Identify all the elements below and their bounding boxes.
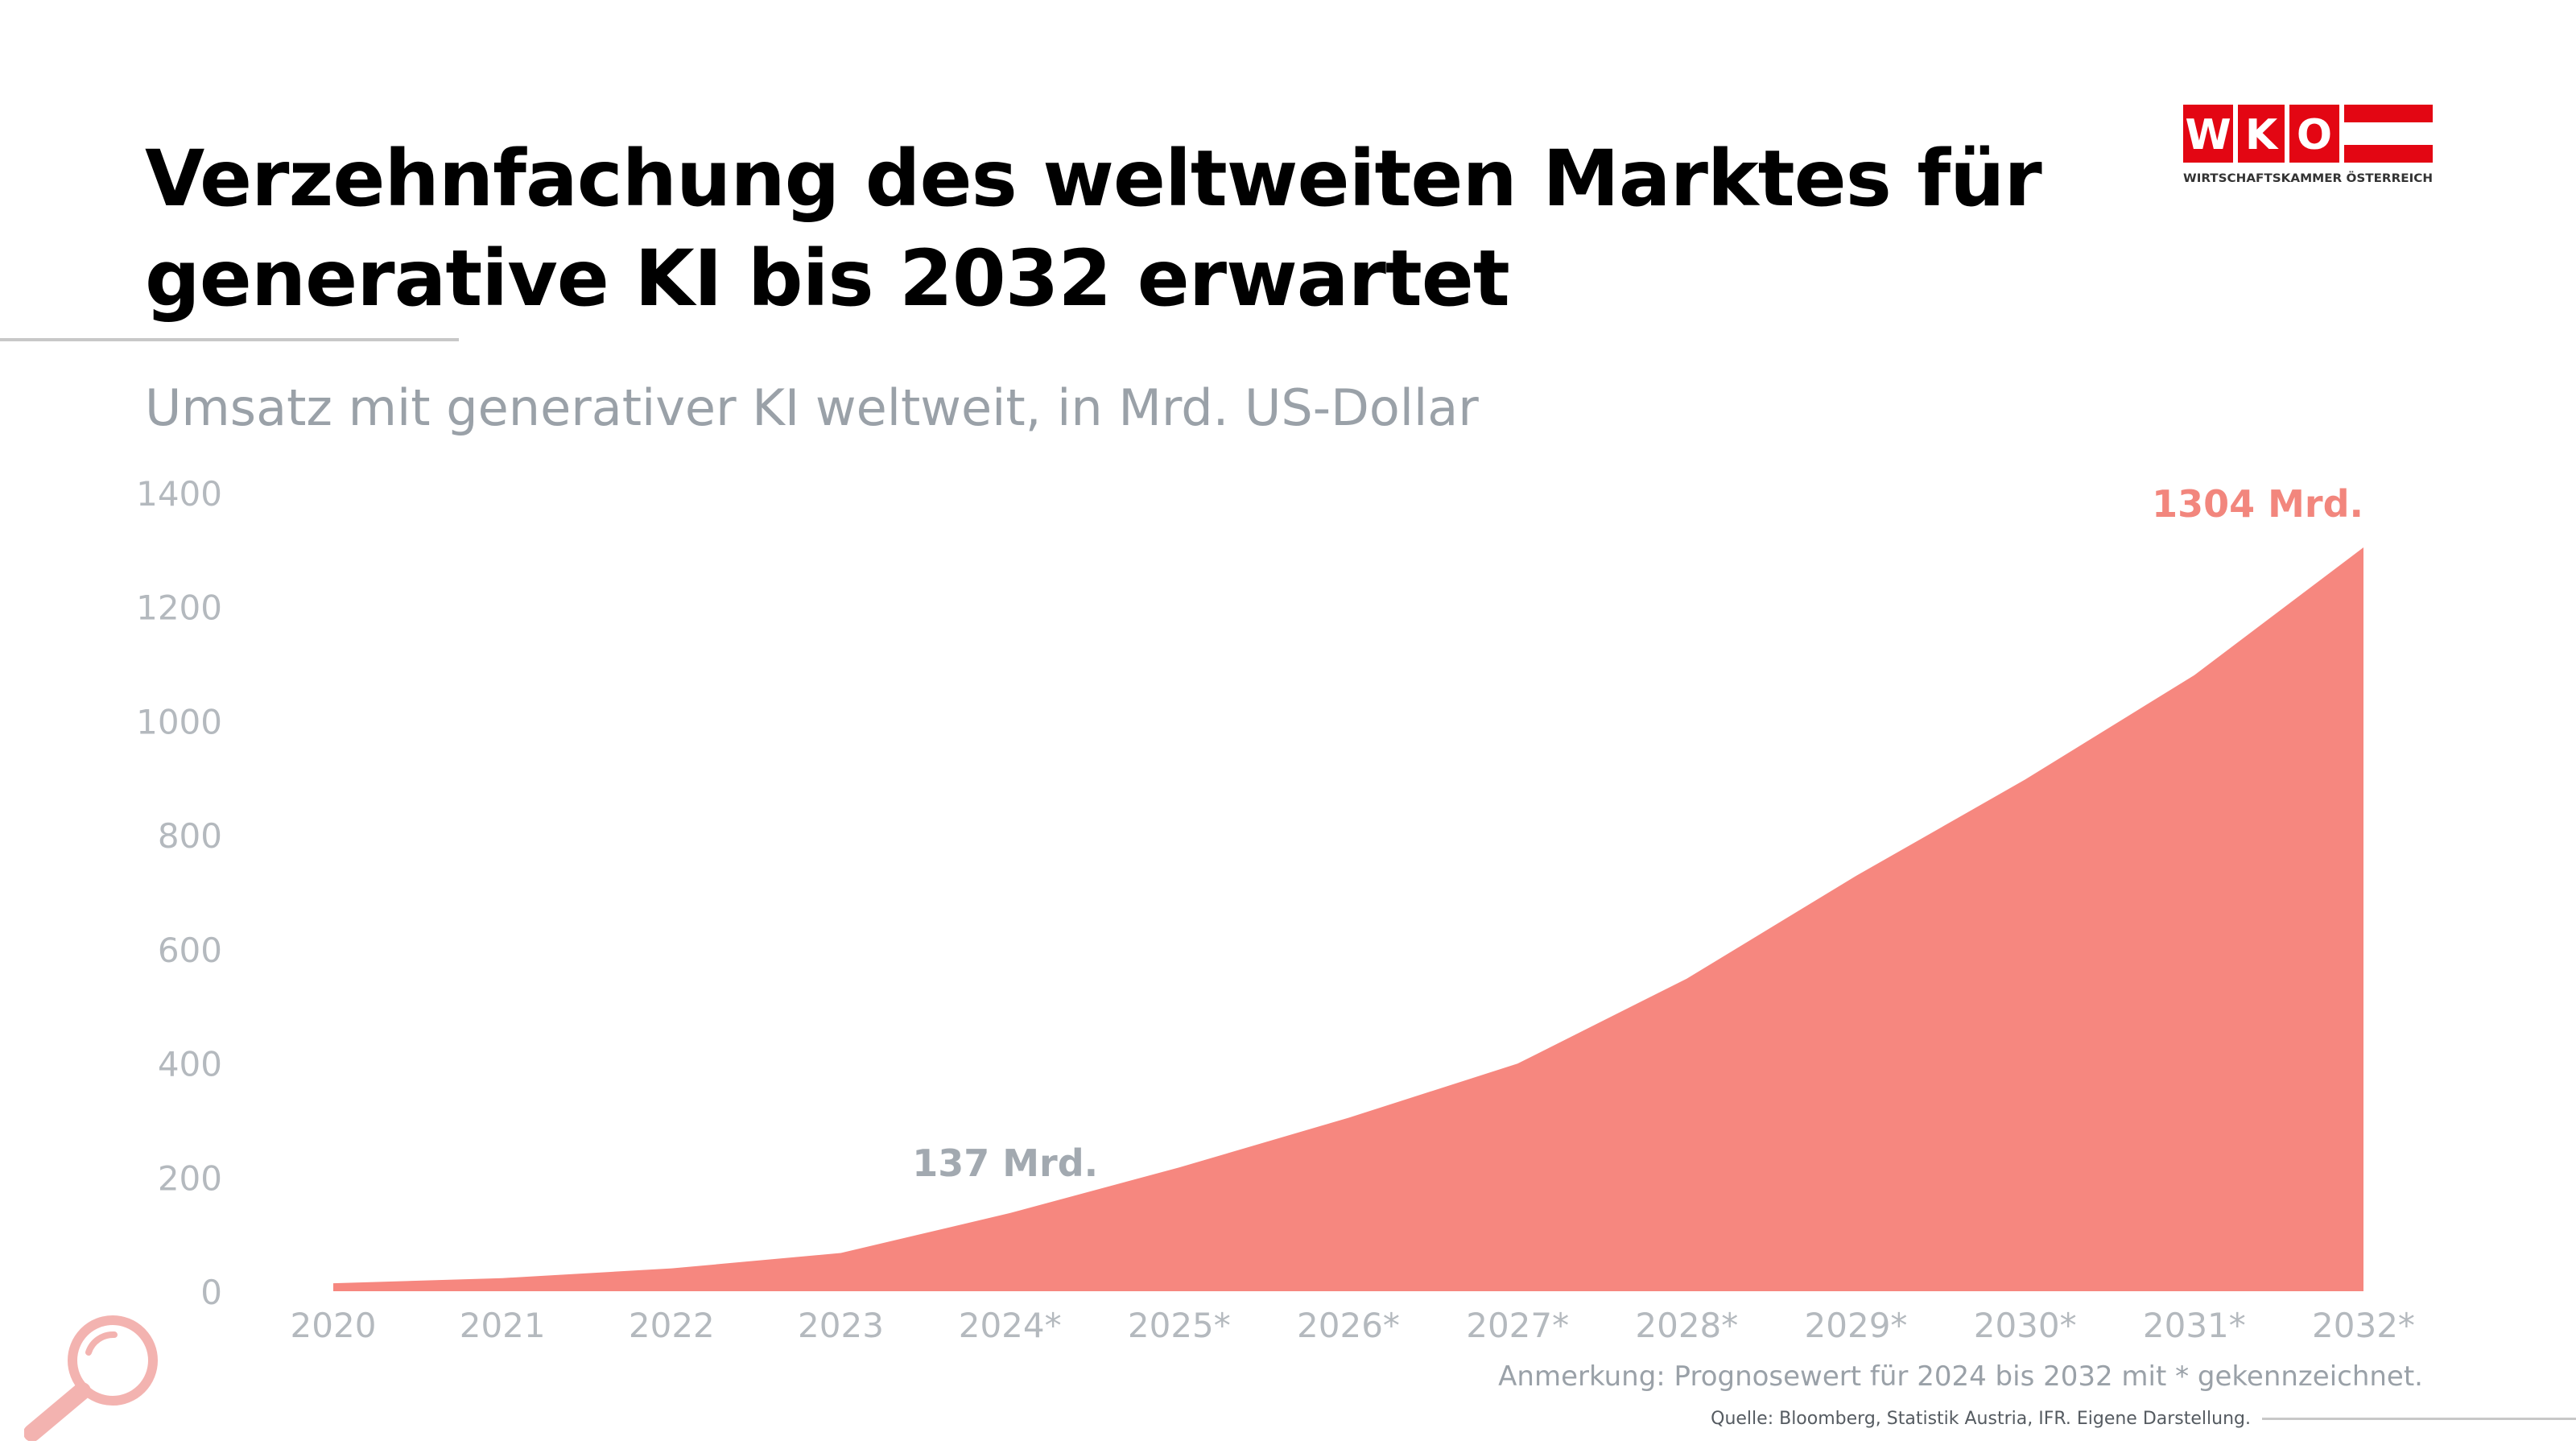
x-tick-label: 2024* — [959, 1306, 1062, 1345]
logo-letter-o: O — [2297, 111, 2332, 159]
title-divider — [0, 338, 459, 341]
y-tick-label: 200 — [158, 1158, 222, 1198]
logo-letter-k: K — [2245, 111, 2279, 159]
y-tick-label: 0 — [200, 1273, 222, 1312]
logo-box-o — [2289, 105, 2339, 163]
logo-letter-w: W — [2185, 111, 2231, 159]
y-tick-label: 400 — [158, 1045, 222, 1084]
x-tick-label: 2030* — [1974, 1306, 2077, 1345]
y-tick-label: 600 — [158, 931, 222, 970]
magnifier-icon — [24, 1315, 158, 1441]
logo-flag-top — [2344, 105, 2433, 122]
y-tick-label: 1000 — [136, 702, 222, 741]
source-text: Quelle: Bloomberg, Statistik Austria, IF… — [1711, 1409, 2251, 1429]
chart-title: Verzehnfachung des weltweiten Marktes fü… — [145, 129, 2042, 328]
logo-box-k — [2238, 105, 2285, 163]
x-tick-label: 2021 — [460, 1306, 546, 1345]
x-tick-label: 2027* — [1466, 1306, 1569, 1345]
x-tick-label: 2029* — [1805, 1306, 1908, 1345]
x-tick-label: 2023 — [798, 1306, 884, 1345]
x-tick-label: 2022 — [629, 1306, 715, 1345]
data-label: 137 Mrd. — [912, 1141, 1098, 1185]
x-tick-label: 2031* — [2143, 1306, 2246, 1345]
area-series — [333, 547, 2363, 1291]
forecast-note: Anmerkung: Prognosewert für 2024 bis 203… — [1498, 1360, 2423, 1393]
chart-title-line-1: Verzehnfachung des weltweiten Marktes fü… — [145, 134, 2042, 224]
chart-subtitle: Umsatz mit generativer KI weltweit, in M… — [145, 378, 1479, 437]
logo-box-w — [2183, 105, 2233, 163]
logo-flag-bottom — [2344, 145, 2433, 163]
x-tick-label: 2028* — [1635, 1306, 1738, 1345]
logo-tagline: WIRTSCHAFTSKAMMER ÖSTERREICH — [2183, 171, 2433, 185]
chart-title-line-2: generative KI bis 2032 erwartet — [145, 233, 1510, 324]
y-tick-label: 800 — [158, 816, 222, 856]
source-row: Quelle: Bloomberg, Statistik Austria, IF… — [1711, 1409, 2576, 1429]
y-tick-label: 1200 — [136, 588, 222, 628]
x-tick-label: 2020 — [291, 1306, 377, 1345]
source-divider — [2262, 1418, 2576, 1420]
x-tick-label: 2032* — [2312, 1306, 2415, 1345]
x-tick-label: 2026* — [1297, 1306, 1400, 1345]
wko-logo: W K O WIRTSCHAFTSKAMMER ÖSTERREICH — [2183, 105, 2433, 185]
x-tick-label: 2025* — [1128, 1306, 1231, 1345]
y-tick-label: 1400 — [136, 474, 222, 514]
data-label: 1304 Mrd. — [2152, 482, 2363, 526]
